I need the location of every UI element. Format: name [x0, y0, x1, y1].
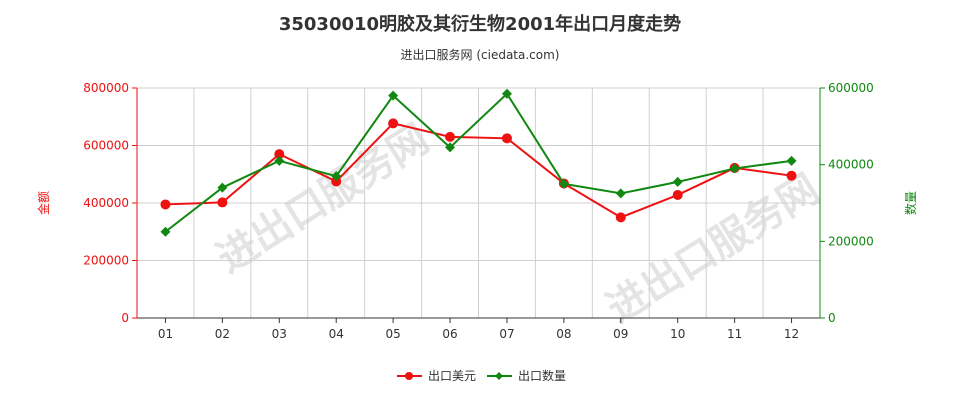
- x-tick-label: 07: [499, 327, 514, 341]
- x-tick-label: 05: [385, 327, 400, 341]
- data-point: [672, 176, 683, 187]
- chart-subtitle: 进出口服务网 (ciedata.com): [400, 48, 560, 62]
- data-point: [729, 163, 740, 174]
- data-point: [217, 182, 228, 193]
- left-y-axis-label: 金额: [36, 191, 51, 215]
- data-point: [558, 178, 569, 189]
- x-tick-label: 01: [158, 327, 173, 341]
- data-point: [217, 197, 228, 208]
- left-y-tick-label: 600000: [83, 139, 129, 153]
- series-line: [164, 92, 792, 233]
- data-point: [501, 133, 512, 144]
- data-point: [615, 188, 626, 199]
- data-point: [274, 155, 285, 166]
- right-y-axis-label: 数量: [903, 191, 918, 215]
- data-point: [445, 131, 456, 142]
- legend-marker: [405, 372, 413, 380]
- watermark: 进出口服务网: [209, 116, 437, 282]
- data-point: [331, 176, 342, 187]
- x-tick-label: 10: [670, 327, 685, 341]
- chart-title: 35030010明胶及其衍生物2001年出口月度走势: [278, 14, 682, 35]
- data-point: [786, 170, 797, 181]
- x-tick-label: 06: [442, 327, 457, 341]
- data-point: [274, 149, 285, 160]
- left-y-tick-label: 800000: [83, 81, 129, 95]
- x-tick-label: 09: [613, 327, 628, 341]
- data-point: [388, 90, 399, 101]
- x-tick-label: 11: [727, 327, 742, 341]
- right-y-tick-label: 600000: [828, 81, 874, 95]
- x-tick-label: 08: [556, 327, 571, 341]
- right-y-tick-label: 200000: [828, 234, 874, 248]
- x-tick-label: 04: [329, 327, 344, 341]
- x-tick-label: 03: [272, 327, 287, 341]
- left-y-tick-label: 200000: [83, 254, 129, 268]
- data-point: [445, 142, 456, 153]
- data-point: [331, 171, 342, 182]
- data-point: [786, 155, 797, 166]
- data-point: [501, 88, 512, 99]
- legend-marker: [495, 372, 503, 380]
- x-tick-label: 02: [215, 327, 230, 341]
- data-point: [160, 226, 171, 237]
- series-line: [165, 122, 792, 219]
- left-y-tick-label: 400000: [83, 196, 129, 210]
- data-point: [615, 212, 626, 223]
- data-point: [160, 199, 171, 210]
- data-point: [388, 118, 399, 129]
- legend-label: 出口美元: [428, 369, 476, 383]
- right-y-tick-label: 400000: [828, 158, 874, 172]
- right-y-tick-label: 0: [828, 311, 836, 325]
- x-tick-label: 12: [784, 327, 799, 341]
- left-y-tick-label: 0: [121, 311, 129, 325]
- legend-label: 出口数量: [518, 368, 566, 383]
- data-point: [672, 189, 683, 200]
